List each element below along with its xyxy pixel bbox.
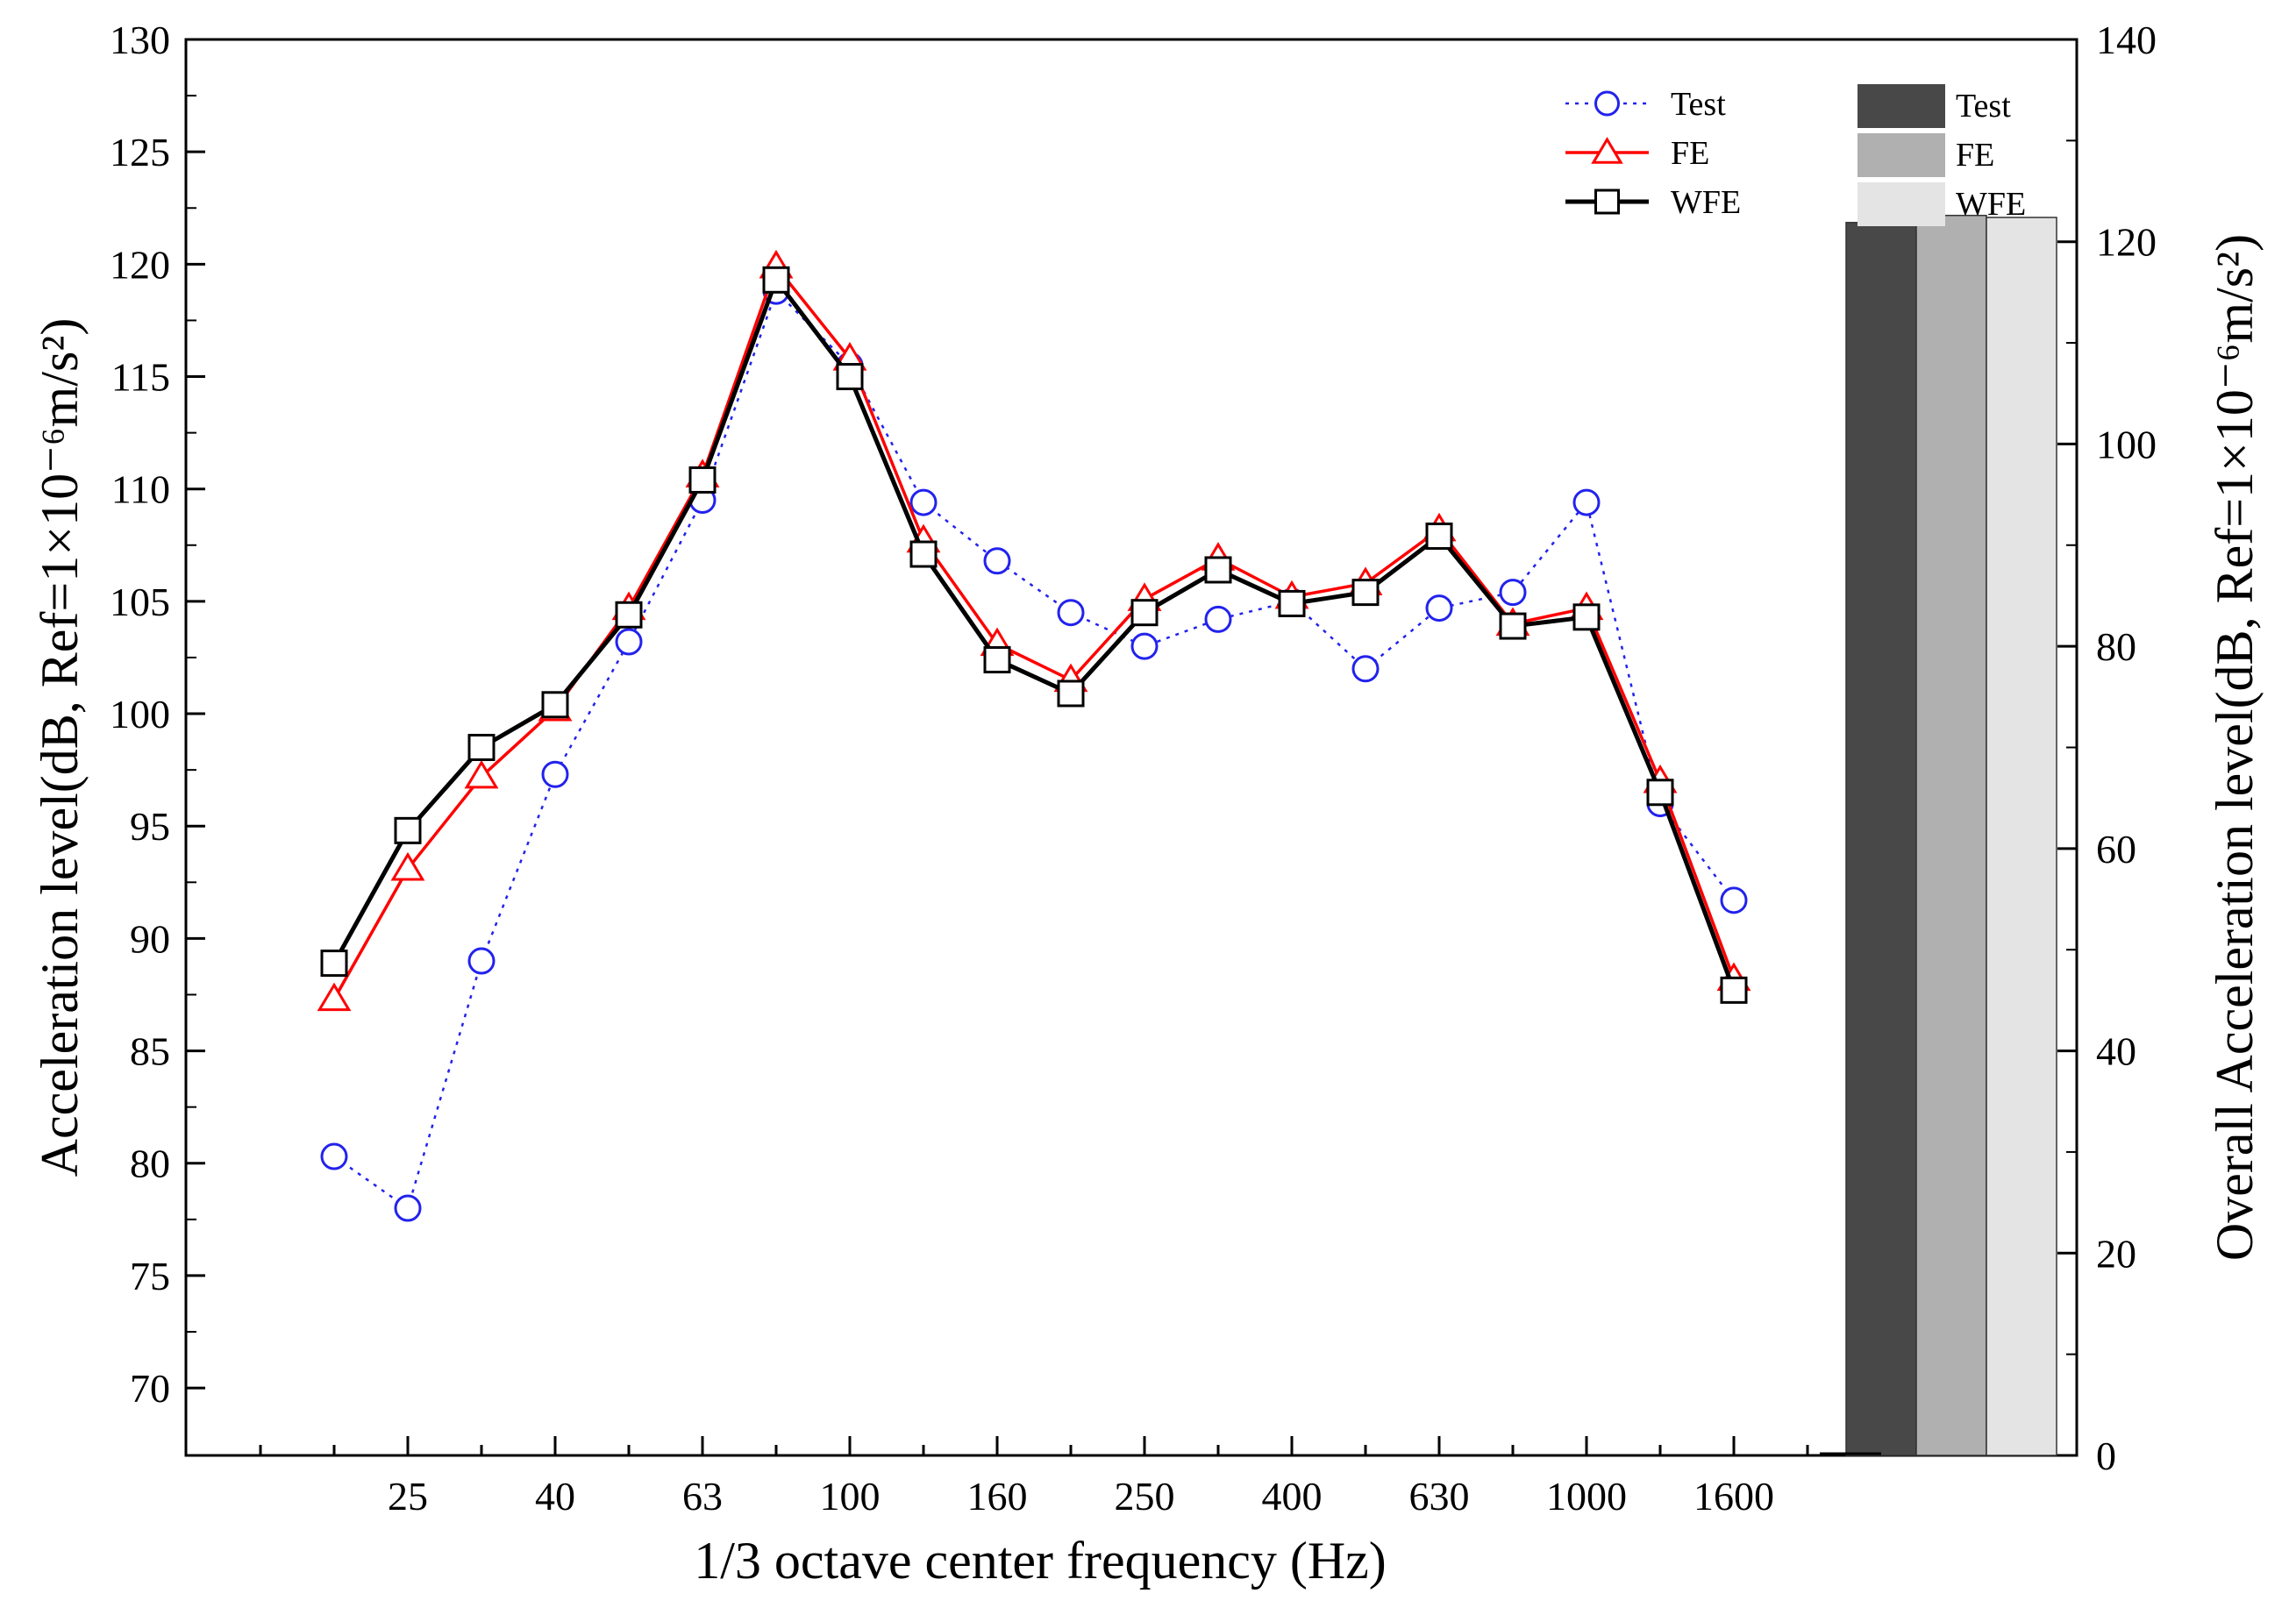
y2-tick-label: 120 (2096, 220, 2157, 265)
wfe-point (320, 950, 348, 978)
x-tick-label: 1600 (1693, 1474, 1774, 1519)
overall-bar-fe (1915, 214, 1987, 1456)
y-axis-title: Acceleration level(dB, Ref=1×10⁻⁶m/s²) (31, 318, 89, 1177)
test-point (541, 760, 569, 788)
y-tick-label: 115 (111, 355, 170, 400)
y2-tick-label: 0 (2096, 1433, 2116, 1478)
x-axis-title: 1/3 octave center frequency (Hz) (694, 1532, 1387, 1590)
wfe-point (983, 646, 1011, 674)
series-wfe (320, 266, 1748, 1004)
series-line-wfe (332, 277, 1736, 992)
y-tick-label: 75 (130, 1254, 170, 1298)
test-point (1499, 579, 1527, 607)
fe-point (464, 759, 499, 789)
y2-tick-label: 60 (2096, 827, 2136, 871)
test-point (1130, 632, 1159, 660)
y-tick-label: 100 (110, 692, 170, 736)
legend-bar-label-wfe: WFE (1956, 186, 2026, 223)
legend-swatch-wfe (1857, 182, 1945, 226)
fe-point (390, 851, 425, 881)
wfe-point (1499, 612, 1527, 640)
y2-tick-label: 80 (2096, 624, 2136, 669)
y-tick-label: 85 (130, 1029, 170, 1074)
y-tick-label: 110 (111, 467, 170, 512)
y2-tick-label: 140 (2096, 18, 2157, 62)
y-tick-label: 90 (130, 916, 170, 961)
legend-marker-fe (1591, 137, 1623, 164)
x-tick-label: 630 (1409, 1474, 1470, 1519)
test-point (909, 488, 938, 516)
test-point (1351, 655, 1380, 683)
wfe-point (1130, 599, 1159, 627)
overall-bar-wfe (1986, 217, 2057, 1456)
y-tick-label: 80 (130, 1142, 170, 1186)
wfe-point (909, 540, 938, 568)
wfe-point (1204, 556, 1232, 584)
test-point (320, 1142, 348, 1170)
legend-bar-label-test: Test (1956, 88, 2011, 124)
test-point (1057, 599, 1085, 627)
y-tick-label: 130 (110, 18, 170, 62)
fe-point (317, 982, 352, 1012)
x-tick-label: 160 (967, 1474, 1028, 1519)
wfe-point (1278, 589, 1306, 617)
y-tick-label: 95 (130, 804, 170, 849)
wfe-point (394, 816, 422, 844)
test-point (467, 947, 496, 975)
x-tick-label: 63 (682, 1474, 723, 1519)
legend-marker-wfe (1594, 189, 1620, 215)
x-tick-label: 250 (1115, 1474, 1175, 1519)
y-tick-label: 105 (110, 580, 170, 624)
wfe-point (1646, 779, 1674, 807)
y2-tick-label: 100 (2096, 422, 2157, 466)
y-tick-label: 125 (110, 130, 170, 174)
legend-swatch-fe (1857, 133, 1945, 177)
test-point (1720, 886, 1748, 914)
legend-label-test: Test (1671, 86, 1726, 123)
x-tick-label: 25 (388, 1474, 428, 1519)
test-point (1204, 605, 1232, 633)
legend-label-fe: FE (1671, 135, 1709, 172)
legend-swatch-test (1857, 84, 1945, 128)
y2-axis-title: Overall Acceleration level(dB, Ref=1×10⁻… (2206, 234, 2264, 1261)
wfe-point (1057, 679, 1085, 708)
overall-bar-test (1845, 222, 1917, 1456)
wfe-point (688, 466, 717, 494)
y2-tick-label: 20 (2096, 1231, 2136, 1276)
test-point (1572, 488, 1601, 516)
wfe-point (467, 734, 496, 761)
x-tick-label: 1000 (1546, 1474, 1627, 1519)
test-point (983, 547, 1011, 575)
x-tick-label: 400 (1262, 1474, 1323, 1519)
wfe-point (541, 691, 569, 719)
legend-marker-test (1594, 90, 1620, 117)
legend-label-wfe: WFE (1671, 184, 1741, 221)
y2-tick-label: 40 (2096, 1029, 2136, 1074)
wfe-point (1572, 603, 1601, 631)
wfe-point (615, 601, 643, 629)
legend-bar-label-fe: FE (1956, 137, 1994, 174)
wfe-point (1425, 523, 1453, 551)
wfe-point (1720, 976, 1748, 1004)
test-point (615, 628, 643, 656)
test-point (1425, 594, 1453, 622)
y-tick-label: 120 (110, 242, 170, 287)
wfe-point (762, 266, 790, 294)
wfe-point (1351, 579, 1380, 607)
test-point (394, 1194, 422, 1222)
wfe-point (836, 363, 864, 391)
y-tick-label: 70 (130, 1366, 170, 1411)
x-tick-label: 100 (820, 1474, 881, 1519)
x-tick-label: 40 (535, 1474, 575, 1519)
